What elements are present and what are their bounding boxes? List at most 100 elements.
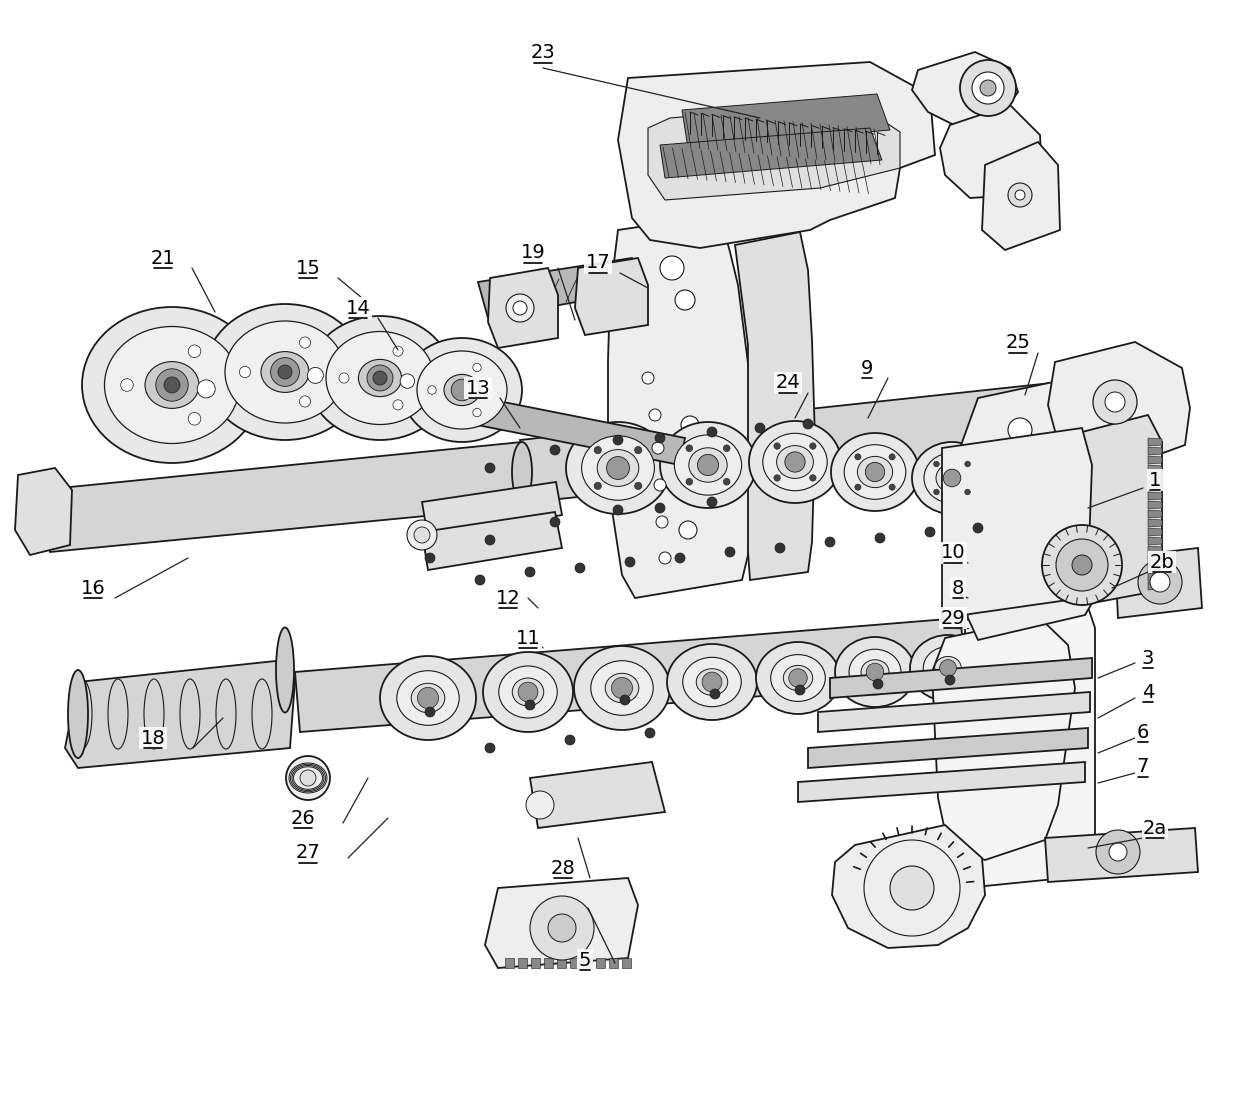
Polygon shape: [1148, 555, 1162, 563]
Circle shape: [1092, 380, 1137, 424]
Polygon shape: [1148, 538, 1162, 545]
Text: 18: 18: [140, 729, 165, 748]
Ellipse shape: [861, 660, 889, 685]
Circle shape: [548, 914, 577, 942]
Ellipse shape: [1087, 376, 1109, 440]
Text: 2a: 2a: [1143, 818, 1167, 837]
Circle shape: [810, 442, 816, 449]
Ellipse shape: [910, 635, 986, 701]
Circle shape: [873, 679, 883, 689]
Ellipse shape: [590, 660, 653, 716]
Polygon shape: [544, 958, 553, 968]
Ellipse shape: [660, 422, 756, 508]
Circle shape: [418, 688, 439, 709]
Circle shape: [655, 434, 665, 444]
Circle shape: [652, 442, 663, 453]
Circle shape: [299, 337, 310, 348]
Circle shape: [854, 453, 861, 460]
Circle shape: [373, 371, 387, 385]
Ellipse shape: [936, 463, 968, 492]
Circle shape: [686, 479, 693, 486]
Circle shape: [653, 479, 666, 491]
Circle shape: [642, 372, 653, 384]
Ellipse shape: [512, 678, 544, 706]
Polygon shape: [570, 958, 579, 968]
Circle shape: [686, 451, 704, 469]
Circle shape: [1028, 450, 1048, 470]
Polygon shape: [1148, 528, 1162, 536]
Polygon shape: [942, 428, 1092, 618]
Circle shape: [635, 447, 642, 453]
Polygon shape: [1148, 582, 1162, 589]
Circle shape: [472, 408, 481, 417]
Polygon shape: [1048, 342, 1190, 462]
Ellipse shape: [379, 656, 476, 740]
Circle shape: [965, 489, 971, 494]
Circle shape: [479, 387, 491, 398]
Circle shape: [973, 523, 983, 533]
Circle shape: [513, 301, 527, 315]
Polygon shape: [1148, 483, 1162, 491]
Circle shape: [407, 520, 436, 550]
Ellipse shape: [749, 421, 841, 503]
Text: 11: 11: [516, 628, 541, 647]
Circle shape: [594, 482, 601, 490]
Circle shape: [188, 413, 201, 425]
Polygon shape: [608, 215, 751, 598]
Circle shape: [960, 60, 1016, 116]
Ellipse shape: [582, 436, 655, 500]
Ellipse shape: [104, 326, 239, 444]
Ellipse shape: [857, 457, 893, 488]
Circle shape: [1016, 190, 1025, 200]
Polygon shape: [911, 52, 1018, 128]
Circle shape: [940, 659, 956, 677]
Polygon shape: [463, 395, 684, 465]
Circle shape: [890, 866, 934, 910]
Circle shape: [1138, 560, 1182, 604]
Ellipse shape: [688, 448, 727, 482]
Circle shape: [188, 345, 201, 357]
Circle shape: [866, 462, 884, 482]
Text: 1: 1: [1148, 470, 1161, 490]
Polygon shape: [660, 128, 882, 178]
Circle shape: [613, 505, 622, 515]
Ellipse shape: [574, 646, 670, 730]
Circle shape: [485, 463, 495, 473]
Polygon shape: [622, 958, 631, 968]
Circle shape: [606, 457, 630, 479]
Circle shape: [655, 503, 665, 513]
Ellipse shape: [675, 435, 742, 495]
Text: 27: 27: [295, 844, 320, 863]
Text: 12: 12: [496, 588, 521, 607]
Text: 7: 7: [1137, 758, 1149, 776]
Circle shape: [775, 543, 785, 553]
Ellipse shape: [835, 637, 915, 707]
Circle shape: [529, 896, 594, 960]
Circle shape: [925, 526, 935, 538]
Polygon shape: [1115, 547, 1202, 618]
Text: 15: 15: [295, 259, 320, 278]
Polygon shape: [1148, 510, 1162, 518]
Circle shape: [934, 489, 939, 494]
Circle shape: [697, 455, 718, 476]
Circle shape: [1025, 517, 1044, 534]
Polygon shape: [609, 958, 618, 968]
Polygon shape: [1148, 465, 1162, 473]
Ellipse shape: [756, 641, 839, 714]
Circle shape: [774, 474, 780, 481]
Polygon shape: [529, 762, 665, 828]
Circle shape: [867, 664, 884, 681]
Ellipse shape: [498, 666, 557, 718]
Polygon shape: [485, 878, 639, 968]
Circle shape: [660, 255, 684, 280]
Circle shape: [475, 575, 485, 585]
Text: 14: 14: [346, 299, 371, 317]
Text: 19: 19: [521, 243, 546, 262]
Ellipse shape: [412, 684, 445, 712]
Circle shape: [425, 707, 435, 717]
Polygon shape: [489, 268, 558, 348]
Circle shape: [972, 72, 1004, 104]
Circle shape: [526, 791, 554, 820]
Circle shape: [755, 422, 765, 434]
Ellipse shape: [935, 657, 961, 679]
